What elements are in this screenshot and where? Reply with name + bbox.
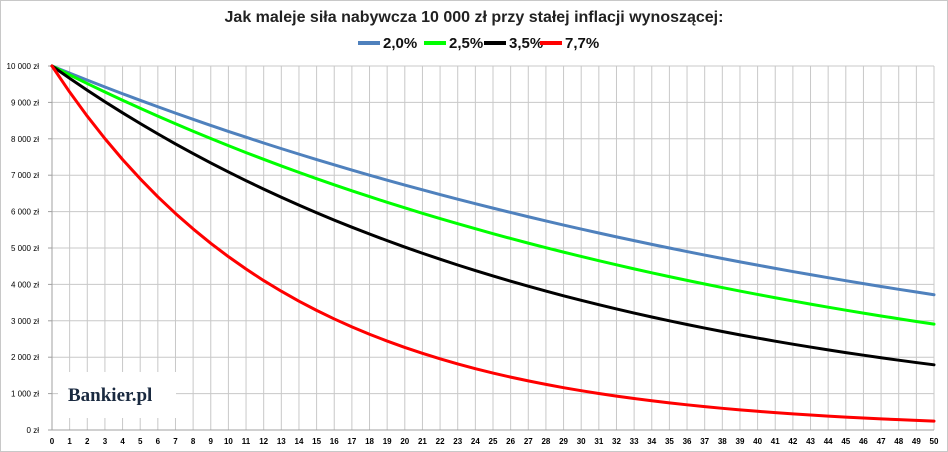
x-tick-label: 12 — [259, 437, 268, 446]
x-tick-label: 5 — [138, 437, 143, 446]
chart-series — [50, 64, 936, 423]
y-tick-label: 3 000 zł — [11, 317, 39, 326]
legend-item: 2,0% — [358, 35, 417, 52]
series-line-35 — [50, 64, 936, 367]
x-tick-label: 9 — [209, 437, 214, 446]
legend-label: 2,0% — [383, 35, 417, 52]
x-tick-label: 0 — [50, 437, 55, 446]
x-tick-label: 2 — [85, 437, 90, 446]
x-tick-label: 45 — [841, 437, 850, 446]
y-tick-label: 4 000 zł — [11, 280, 39, 289]
chart-legend: 2,0% 2,5% 3,5% 7,7% — [358, 35, 599, 52]
y-tick-label: 9 000 zł — [11, 98, 39, 107]
y-tick-label: 6 000 zł — [11, 208, 39, 217]
x-tick-label: 24 — [471, 437, 480, 446]
x-tick-label: 43 — [806, 437, 815, 446]
legend-label: 2,5% — [449, 35, 483, 52]
x-tick-label: 38 — [718, 437, 727, 446]
chart-axes — [48, 65, 934, 431]
x-tick-label: 48 — [894, 437, 903, 446]
x-tick-label: 11 — [242, 437, 251, 446]
x-tick-label: 33 — [630, 437, 639, 446]
legend-label: 7,7% — [565, 35, 599, 52]
x-tick-label: 36 — [683, 437, 692, 446]
x-tick-label: 30 — [577, 437, 586, 446]
x-tick-label: 18 — [365, 437, 374, 446]
x-tick-label: 8 — [191, 437, 196, 446]
y-tick-label: 5 000 zł — [11, 244, 39, 253]
x-tick-label: 1 — [67, 437, 72, 446]
x-tick-label: 37 — [700, 437, 709, 446]
x-tick-label: 31 — [594, 437, 603, 446]
y-tick-label: 2 000 zł — [11, 353, 39, 362]
x-axis-tick-labels: 0 1 2 3 4 5 6 7 8 9 10 11 12 13 14 15 16 17 18 19 20 21 22 23 24… — [50, 437, 939, 446]
legend-item: 3,5% — [484, 35, 543, 52]
x-tick-label: 32 — [612, 437, 621, 446]
x-tick-label: 10 — [224, 437, 233, 446]
x-tick-label: 28 — [541, 437, 550, 446]
x-tick-label: 20 — [400, 437, 409, 446]
bankier-logo: Bankier.pl — [58, 372, 176, 418]
x-tick-label: 21 — [418, 437, 427, 446]
y-tick-label: 8 000 zł — [11, 135, 39, 144]
x-tick-label: 19 — [383, 437, 392, 446]
legend-item: 2,5% — [424, 35, 483, 52]
x-tick-label: 40 — [753, 437, 762, 446]
x-tick-label: 23 — [453, 437, 462, 446]
x-tick-label: 27 — [524, 437, 533, 446]
x-tick-label: 13 — [277, 437, 286, 446]
x-tick-label: 42 — [788, 437, 797, 446]
y-tick-label: 1 000 zł — [11, 390, 39, 399]
logo-background — [58, 372, 176, 418]
x-tick-label: 22 — [436, 437, 445, 446]
logo-text: Bankier.pl — [68, 385, 152, 406]
x-tick-label: 16 — [330, 437, 339, 446]
series-line-20 — [50, 64, 936, 297]
x-tick-label: 7 — [173, 437, 178, 446]
y-tick-label: 0 zł — [27, 426, 40, 435]
y-tick-label: 10 000 zł — [7, 62, 40, 71]
x-tick-label: 6 — [156, 437, 161, 446]
x-tick-label: 47 — [877, 437, 886, 446]
x-tick-label: 17 — [347, 437, 356, 446]
x-tick-label: 50 — [930, 437, 939, 446]
x-tick-label: 14 — [295, 437, 304, 446]
legend-label: 3,5% — [509, 35, 543, 52]
chart-title: Jak maleje siła nabywcza 10 000 zł przy … — [225, 9, 724, 26]
x-tick-label: 34 — [647, 437, 656, 446]
x-tick-label: 15 — [312, 437, 321, 446]
x-tick-label: 46 — [859, 437, 868, 446]
y-axis-tick-labels: 0 zł 1 000 zł 2 000 zł 3 000 zł 4 000 zł 5 00… — [7, 62, 40, 435]
x-tick-label: 44 — [824, 437, 833, 446]
x-tick-label: 26 — [506, 437, 515, 446]
series-line-77 — [50, 64, 936, 423]
x-tick-label: 41 — [771, 437, 780, 446]
x-tick-label: 49 — [912, 437, 921, 446]
x-tick-label: 4 — [120, 437, 125, 446]
x-tick-label: 29 — [559, 437, 568, 446]
y-tick-label: 7 000 zł — [11, 171, 39, 180]
x-tick-label: 25 — [489, 437, 498, 446]
series-line-25 — [50, 64, 936, 326]
x-tick-label: 3 — [103, 437, 108, 446]
x-tick-label: 35 — [665, 437, 674, 446]
x-tick-label: 39 — [736, 437, 745, 446]
legend-item: 7,7% — [540, 35, 599, 52]
